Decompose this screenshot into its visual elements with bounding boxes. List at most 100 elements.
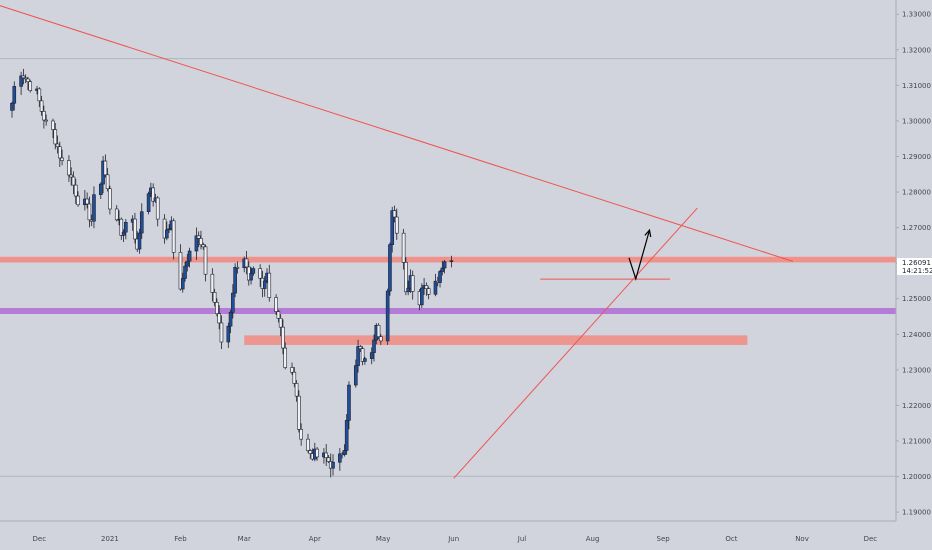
candle-countdown: 14:21:52	[902, 267, 932, 275]
candle-body	[23, 77, 28, 80]
y-tick-label: 1.33000	[902, 11, 931, 19]
candle-body	[185, 260, 190, 267]
price-label-box	[897, 258, 932, 275]
x-tick-label: Oct	[725, 535, 737, 543]
candle-body	[392, 210, 397, 218]
candle-body	[274, 297, 278, 312]
y-tick-label: 1.30000	[902, 117, 931, 125]
candle-body	[424, 285, 429, 289]
candle-body	[228, 312, 233, 327]
candle-body	[10, 102, 14, 111]
candle-body	[233, 266, 237, 294]
x-tick-label: Dec	[33, 535, 47, 543]
candle-body	[60, 157, 64, 161]
current-price-value: 1.26091	[902, 259, 931, 267]
candle-body	[19, 75, 23, 87]
projection-arrow[interactable]	[628, 229, 651, 281]
candle-body	[119, 218, 124, 236]
candle-body	[347, 384, 351, 421]
purple-support-zone[interactable]	[0, 307, 896, 315]
resistance-band[interactable]	[0, 256, 896, 263]
candle-body	[53, 129, 58, 145]
candle-body	[369, 352, 374, 359]
candle-body	[201, 244, 206, 248]
candle-body	[324, 452, 328, 458]
arrow-head	[644, 228, 652, 238]
candle-body	[196, 235, 201, 239]
candle-body	[360, 348, 365, 362]
candle-body	[139, 211, 144, 234]
x-tick-label: Jul	[517, 535, 527, 543]
candle-body	[344, 420, 349, 451]
candle-body	[315, 448, 319, 458]
candle-body	[137, 232, 142, 250]
time-axis[interactable]: Dec 2021 Feb Mar Apr May Jun Jul Aug Sep Oct Nov Dec	[33, 535, 878, 543]
candle-body	[267, 272, 272, 298]
candle-body	[167, 228, 171, 231]
candle-body	[385, 290, 390, 342]
y-tick-label: 1.19000	[902, 509, 931, 517]
candle-body	[426, 288, 431, 295]
candle-body	[292, 371, 297, 384]
candle-body	[210, 273, 215, 293]
candle-body	[165, 229, 169, 239]
salmon-support-zone[interactable]	[244, 335, 748, 345]
candle-body	[331, 461, 335, 469]
candle-body	[376, 324, 381, 337]
candle-body	[249, 273, 253, 281]
candle-body	[42, 111, 46, 121]
descending-trendline[interactable]	[0, 0, 794, 262]
candle-body	[449, 260, 454, 262]
candle-body	[199, 238, 203, 246]
candle-body	[67, 160, 71, 176]
candle-body	[281, 326, 285, 349]
candle-body	[219, 322, 224, 343]
ascending-trendline[interactable]	[453, 207, 698, 479]
candle-body	[187, 250, 192, 262]
candle-body	[51, 120, 55, 130]
x-tick-label: Dec	[864, 535, 878, 543]
candle-body	[171, 220, 176, 253]
candle-body	[356, 346, 360, 366]
price-candles	[10, 68, 454, 478]
candle-body	[388, 244, 392, 292]
candle-body	[103, 160, 108, 176]
candle-body	[278, 317, 283, 328]
candle-body	[146, 193, 151, 212]
y-tick-label: 1.27000	[902, 224, 931, 232]
candle-body	[244, 258, 249, 268]
candle-body	[401, 232, 406, 263]
candle-body	[420, 287, 424, 306]
candle-body	[162, 218, 167, 239]
candle-body	[363, 358, 367, 362]
x-tick-label: Apr	[309, 535, 321, 543]
support-resistance-zones	[0, 256, 896, 345]
candle-body	[26, 78, 30, 83]
price-axis[interactable]: 1.33000 1.32000 1.31000 1.30000 1.29000 1.280…	[896, 11, 931, 517]
candle-body	[379, 336, 383, 342]
y-tick-label: 1.31000	[902, 82, 931, 90]
candle-body	[124, 221, 128, 233]
drawn-trendlines	[0, 0, 794, 479]
candle-body	[235, 266, 240, 269]
reference-lines	[0, 58, 896, 477]
y-tick-label: 1.23000	[902, 366, 931, 374]
candle-body	[58, 146, 62, 159]
current-price-label: 1.26091 14:21:52	[897, 258, 932, 275]
candle-body	[108, 188, 112, 210]
candle-body	[105, 174, 110, 190]
candle-body	[114, 208, 119, 221]
candle-body	[410, 275, 415, 292]
candle-body	[37, 88, 42, 102]
candle-body	[299, 429, 303, 440]
candle-body	[155, 197, 160, 220]
candle-body	[294, 383, 299, 397]
candle-body	[406, 287, 410, 293]
candle-body	[231, 292, 235, 313]
candle-body	[433, 280, 438, 295]
candle-body	[203, 246, 208, 275]
candle-body	[283, 347, 288, 368]
